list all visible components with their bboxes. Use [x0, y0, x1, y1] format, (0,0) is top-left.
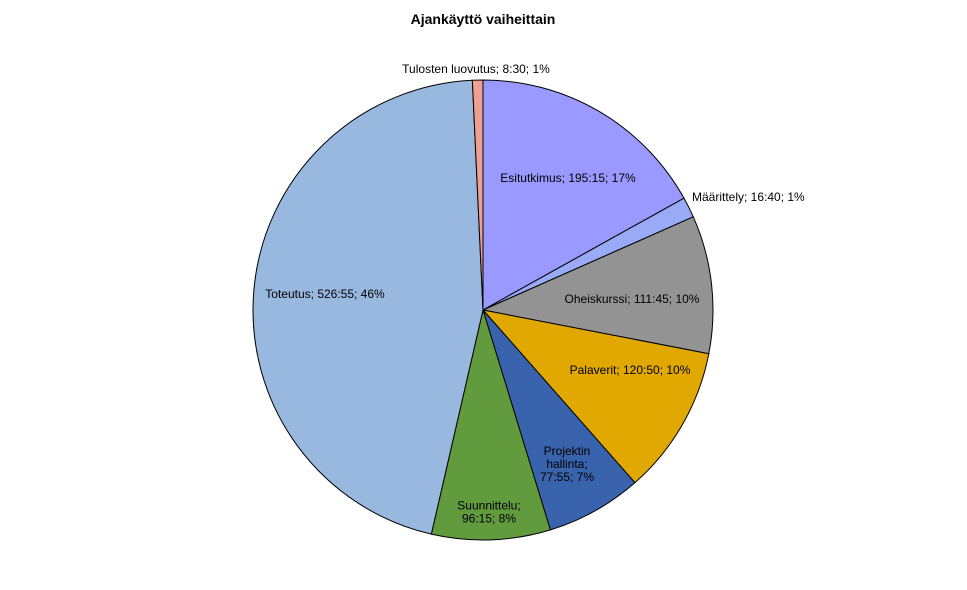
- slice-label-määrittely: Määrittely; 16:40; 1%: [692, 190, 805, 204]
- pie-slice-palaverit: [481, 309, 710, 484]
- slice-label-toteutus: Toteutus; 526:55; 46%: [265, 287, 385, 301]
- slice-label-projektin-hallinta: Projektin hallinta; 77:55; 7%: [540, 444, 594, 484]
- pie-slice-oheiskurssi: [481, 216, 714, 355]
- chart-title: Ajankäyttö vaiheittain: [411, 11, 556, 27]
- slice-label-tulosten-luovutus: Tulosten luovutus; 8:30; 1%: [402, 62, 550, 76]
- pie-slice-tulosten-luovutus: [471, 79, 484, 311]
- pie-slice-suunnittelu: [430, 308, 552, 541]
- slice-label-oheiskurssi: Oheiskurssi; 111:45; 10%: [565, 292, 700, 306]
- pie-labels: Esitutkimus; 195:15; 17% Määrittely; 16:4…: [265, 62, 805, 526]
- pie-slices: [252, 79, 714, 541]
- pie-slice-esitutkimus: [482, 79, 685, 311]
- slice-label-palaverit: Palaverit; 120:50; 10%: [570, 363, 691, 377]
- slice-label-suunnittelu: Suunnittelu; 96:15; 8%: [457, 499, 520, 526]
- pie-slice-toteutus: [252, 79, 484, 535]
- slice-label-esitutkimus: Esitutkimus; 195:15; 17%: [500, 171, 636, 185]
